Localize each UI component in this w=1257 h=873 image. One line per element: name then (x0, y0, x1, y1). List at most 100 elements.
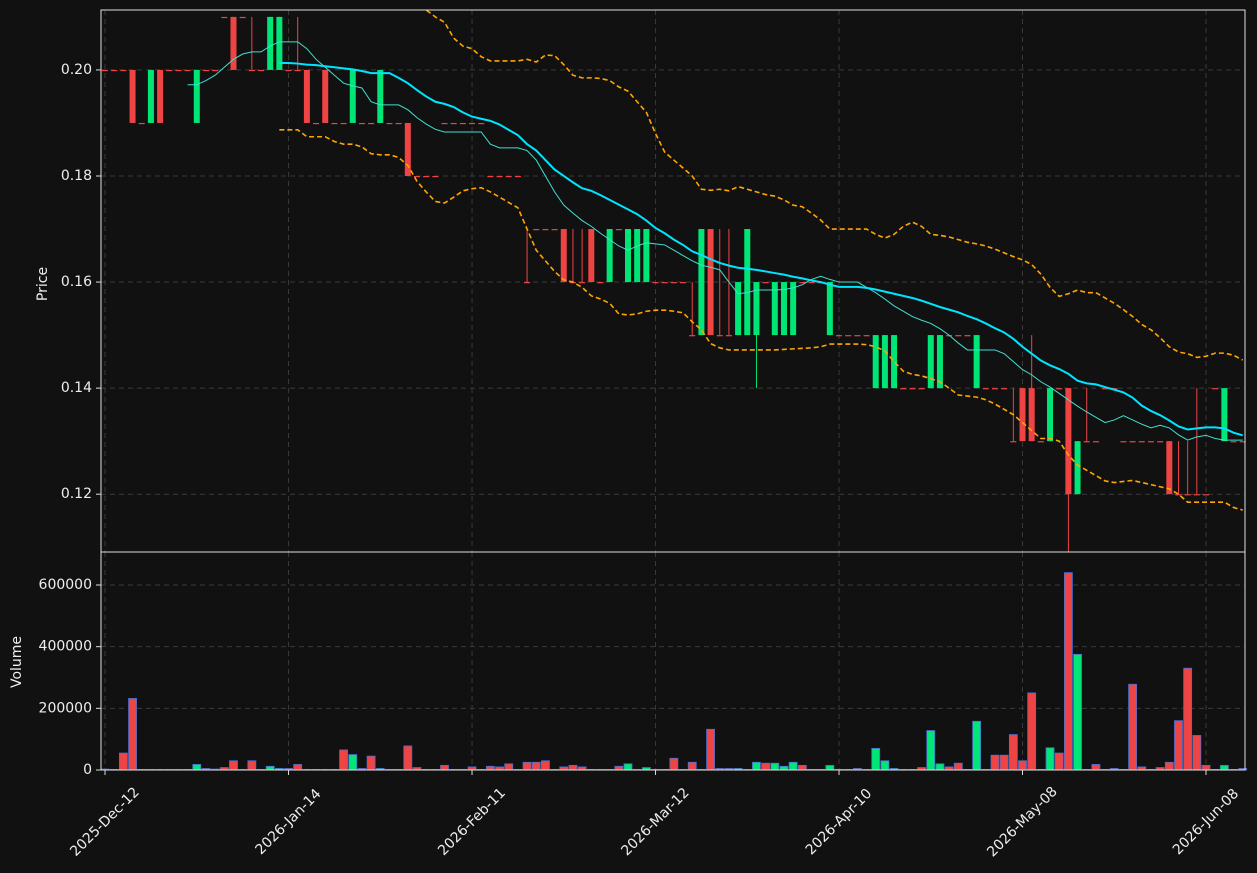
candle-body (1074, 441, 1081, 495)
candle-body (1239, 441, 1246, 443)
volume-bar (706, 728, 715, 771)
candle-body (560, 229, 567, 283)
candle-body (514, 175, 521, 178)
volume-bar (1192, 735, 1202, 771)
candle-body (753, 282, 760, 336)
candle-body (1065, 388, 1072, 495)
candle-body (450, 122, 457, 125)
volume-bar (935, 763, 945, 771)
axes: Price Volume 0.12 0.14 0.16 0.18 0.20 0 200000… (9, 9, 1246, 861)
candle-body (588, 229, 595, 283)
candle-body (872, 335, 879, 389)
volume-bar (1128, 683, 1138, 771)
candle-body (524, 282, 531, 284)
volume-bar (485, 765, 495, 771)
candle-body (1028, 388, 1035, 442)
candle-body (652, 282, 659, 284)
indicator-line (423, 10, 1244, 361)
candle-body (891, 335, 898, 389)
candle-body (551, 229, 558, 231)
volume-bar (1164, 761, 1174, 771)
candle-body (680, 282, 687, 284)
volume-bar (229, 760, 238, 771)
volume-axis-title: Volume (9, 636, 25, 688)
volume-bar (788, 761, 798, 771)
candle-body (606, 229, 613, 283)
candle-body (1157, 441, 1164, 443)
candle-body (1184, 494, 1191, 496)
volume-bar (1174, 720, 1183, 771)
indicator-line (279, 129, 1243, 511)
candle-body (707, 229, 714, 336)
candle-body (918, 388, 925, 390)
candle-body (863, 335, 870, 337)
candle-body (377, 69, 384, 123)
volume-bar (999, 754, 1009, 771)
candle-body (1019, 388, 1026, 442)
candle-body (129, 69, 136, 123)
volume-bar (779, 765, 789, 771)
y-tick-label: 0.14 (61, 380, 92, 396)
indicator-lines (187, 10, 1244, 511)
volume-frame (100, 551, 1246, 771)
x-tick-label: 2026-Jan-14 (252, 786, 324, 858)
y-axis-title: Price (35, 267, 51, 301)
candle-body (991, 388, 998, 390)
candle-body (276, 16, 283, 70)
candle-body (267, 16, 274, 70)
volume-bar (797, 764, 807, 771)
candle-body (340, 122, 347, 125)
volume-bar (1045, 747, 1055, 771)
volume-bar (1091, 764, 1101, 771)
volume-bar (752, 761, 761, 771)
x-tick-label: 2025-Dec-12 (67, 784, 142, 859)
candle-body (386, 122, 393, 125)
volume-bar (926, 730, 936, 771)
volume-bar (247, 760, 257, 771)
candle-body (964, 335, 971, 337)
candle-body (1010, 441, 1017, 443)
x-tick-label: 2026-May-08 (984, 784, 1061, 861)
volume-bar (531, 761, 541, 771)
candle-body (1129, 441, 1136, 443)
volume-bar (568, 764, 578, 771)
volume-bar (192, 764, 202, 771)
candle-body (193, 69, 200, 123)
candle-body (423, 175, 430, 178)
volume-bars (100, 572, 1248, 771)
candle-body (1212, 388, 1219, 390)
candle-body (496, 175, 503, 178)
candle-body (441, 122, 448, 125)
volume-bar (1018, 760, 1027, 771)
candle-body (258, 69, 265, 72)
candle-body (404, 122, 411, 176)
candle-body (826, 282, 833, 336)
y-tick-label: 0 (83, 762, 92, 778)
candle-body (634, 229, 641, 283)
candle-body (349, 69, 356, 123)
candle-body (478, 122, 485, 125)
candle-body (1138, 441, 1145, 443)
candle-body (624, 229, 631, 283)
volume-bar (1054, 752, 1064, 771)
y-tick-label: 0.12 (61, 486, 92, 502)
candle-body (102, 69, 109, 72)
candle-body (973, 335, 980, 389)
volume-bar (761, 762, 771, 771)
volume-bar (669, 757, 679, 771)
candle-body (735, 282, 742, 336)
candle-body (744, 229, 751, 336)
indicator-line (279, 62, 1243, 437)
candle-body (459, 122, 466, 125)
candle-body (579, 282, 586, 284)
y-tick-label: 600000 (39, 577, 92, 593)
volume-bar (770, 762, 780, 771)
volume-bar (339, 749, 348, 771)
candle-body (909, 388, 916, 390)
indicator-line (187, 41, 1243, 441)
candle-body (689, 335, 696, 337)
candle-body (790, 282, 797, 336)
candle-body (395, 122, 402, 125)
